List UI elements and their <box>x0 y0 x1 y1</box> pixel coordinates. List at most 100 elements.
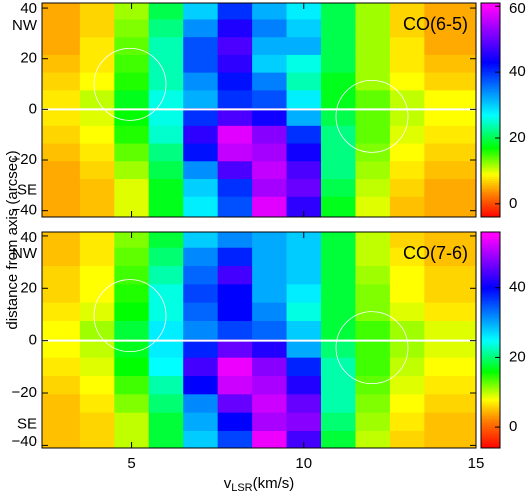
heatmap-cell <box>355 161 391 180</box>
heatmap-cell <box>114 90 150 109</box>
colorbar-step <box>481 30 500 34</box>
heatmap-cell <box>42 54 81 74</box>
heatmap-cell <box>79 412 115 432</box>
colorbar-step <box>481 95 500 98</box>
panel-title: CO(6-5) <box>403 14 468 34</box>
colorbar-step <box>481 435 500 438</box>
heatmap-cell <box>114 108 150 127</box>
heatmap-cell <box>321 72 356 91</box>
heatmap-cell <box>183 339 219 359</box>
heatmap-cell <box>148 196 184 218</box>
heatmap-cell <box>286 161 322 180</box>
heatmap-cell <box>79 108 115 127</box>
colorbar-step <box>481 389 500 393</box>
heatmap-cell <box>79 430 115 449</box>
heatmap-cell <box>114 284 150 304</box>
colorbar-step <box>481 22 500 25</box>
colorbar-step <box>481 157 500 160</box>
heatmap-cell <box>183 394 219 414</box>
colorbar-step <box>481 247 500 250</box>
y-tick-label: 20 <box>20 279 37 296</box>
heatmap-cell <box>114 357 150 377</box>
colorbar-step <box>481 67 500 70</box>
heatmap-cell <box>424 196 477 218</box>
colorbar-step <box>481 97 500 100</box>
heatmap-cell <box>389 339 425 359</box>
heatmap-cell <box>217 37 253 56</box>
heatmap-cell <box>424 108 477 127</box>
heatmap-cell <box>148 3 184 20</box>
colorbar-step <box>481 208 500 212</box>
colorbar-step <box>481 335 500 339</box>
colorbar-step <box>481 406 500 410</box>
heatmap-cell <box>42 376 81 395</box>
heatmap-cell <box>389 394 425 414</box>
heatmap-cell <box>321 430 356 449</box>
panel: 5 10 15 40 20 0 −20 −40 NW SE CO(7-6) 0 20 40 <box>12 229 526 472</box>
colorbar-step <box>481 154 500 158</box>
heatmap-cell <box>321 339 356 359</box>
colorbar-step <box>481 428 500 432</box>
colorbar-step <box>481 234 500 237</box>
heatmap-cell <box>252 394 288 414</box>
heatmap-cell <box>114 179 150 198</box>
heatmap-cell <box>286 37 322 56</box>
heatmap-cell <box>114 19 150 38</box>
heatmap-cell <box>148 37 184 56</box>
y-tick-label: 20 <box>20 50 37 67</box>
heatmap-cell <box>252 72 288 91</box>
colorbar-step <box>481 301 500 304</box>
heatmap-cell <box>321 266 356 285</box>
heatmap-cell <box>114 196 150 218</box>
colorbar-step <box>481 73 500 77</box>
colorbar-step <box>481 430 500 434</box>
heatmap-cell <box>286 108 322 127</box>
y-tick-label: 40 <box>20 229 37 246</box>
heatmap-cell <box>217 266 253 285</box>
y-tick-label: 40 <box>20 0 37 17</box>
heatmap-cell <box>148 302 184 322</box>
heatmap-cell <box>217 339 253 359</box>
heatmap-cell <box>148 232 184 249</box>
heatmap-cell <box>183 108 219 127</box>
heatmap-cell <box>217 196 253 218</box>
heatmap-cell <box>355 37 391 56</box>
heatmap-cell <box>252 125 288 145</box>
heatmap-cell <box>217 161 253 180</box>
heatmap-cell <box>183 302 219 322</box>
colorbar-step <box>481 443 500 447</box>
heatmap-cell <box>217 430 253 449</box>
heatmap-cell <box>217 321 253 340</box>
heatmap-cell <box>217 143 253 162</box>
colorbar-step <box>481 167 500 171</box>
colorbar-step <box>481 378 500 382</box>
colorbar-step <box>481 41 500 45</box>
heatmap-cell <box>79 394 115 414</box>
heatmap-cell <box>389 376 425 395</box>
heatmap-cell <box>389 284 425 304</box>
x-tick-label: 15 <box>468 455 485 472</box>
colorbar-step <box>481 370 500 373</box>
heatmap-cell <box>424 321 477 340</box>
heatmap-cell <box>252 339 288 359</box>
x-tick-label: 10 <box>295 455 312 472</box>
colorbar-step <box>481 178 500 182</box>
heatmap-cell <box>252 179 288 198</box>
colorbar-step <box>481 275 500 278</box>
heatmap-cell <box>42 266 81 285</box>
colorbar-step <box>481 118 500 122</box>
heatmap-cell <box>217 108 253 127</box>
heatmap-cell <box>217 394 253 414</box>
colorbar-step <box>481 342 500 345</box>
heatmap-cell <box>321 125 356 145</box>
colorbar-step <box>481 337 500 341</box>
heatmap-cell <box>424 3 477 20</box>
colorbar-step <box>481 402 500 406</box>
colorbar-step <box>481 441 500 445</box>
colorbar-step <box>481 69 500 72</box>
heatmap-cell <box>286 72 322 91</box>
heatmap-cell <box>424 284 477 304</box>
heatmap-cell <box>424 394 477 414</box>
colorbar-step <box>481 333 500 337</box>
heatmap-cell <box>183 412 219 432</box>
